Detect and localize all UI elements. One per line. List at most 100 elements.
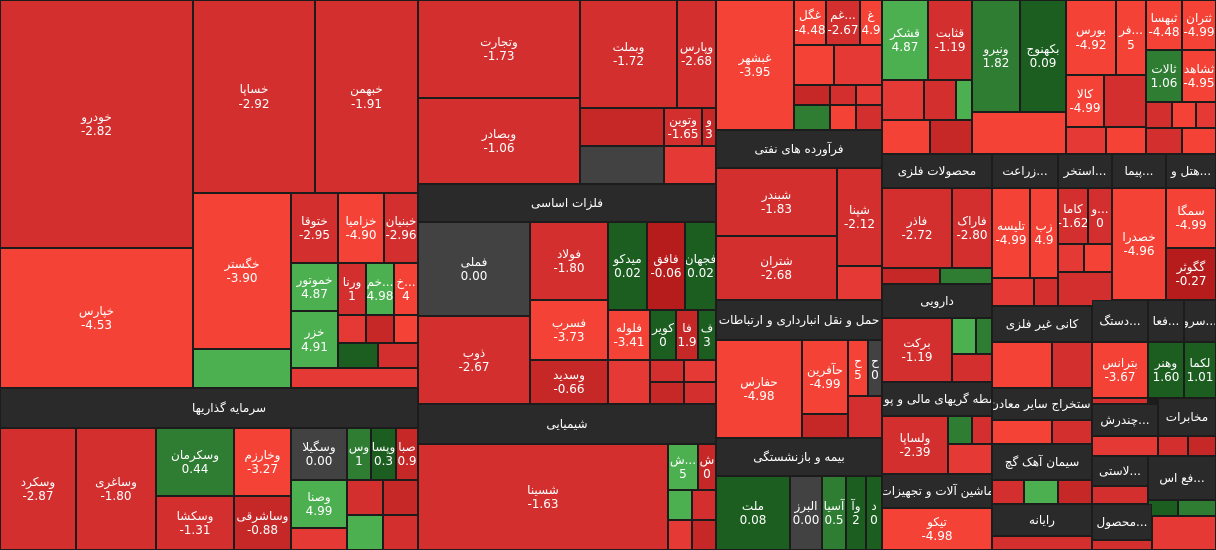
tile-ghshekar[interactable]: قشکر 4.87 (882, 0, 928, 80)
tile-shahed[interactable]: ثشاهد -4.95 (1182, 50, 1216, 102)
tile-small[interactable] (1092, 436, 1158, 456)
tile-small[interactable] (1148, 500, 1178, 516)
tile-vskord[interactable]: وسکرد -2.87 (0, 428, 76, 550)
tile-vtejarat[interactable]: وتجارت -1.73 (418, 0, 580, 98)
tile-mellat[interactable]: ملت 0.08 (716, 476, 790, 550)
tile-meedko[interactable]: میدکو 0.02 (608, 222, 647, 310)
tile-small[interactable] (940, 268, 992, 284)
tile-vahenr[interactable]: وهنر 1.60 (1148, 342, 1184, 398)
tile-small[interactable] (1172, 102, 1196, 128)
tile-vsalpa[interactable]: ولساپا -2.39 (882, 416, 948, 474)
tile-hamfarin[interactable]: حآفرین -4.99 (802, 340, 848, 414)
tile-small[interactable] (948, 416, 972, 444)
tile-bkahnouj[interactable]: بکهنوج 0.09 (1020, 0, 1066, 112)
tile-varna[interactable]: ورنا 1 (338, 263, 366, 315)
tile-khm[interactable]: خم... 4.98 (366, 263, 394, 315)
tile-small[interactable] (383, 480, 418, 515)
tile-small[interactable] (1058, 272, 1112, 306)
tile-small[interactable] (1058, 480, 1092, 504)
tile-small[interactable] (992, 278, 1034, 306)
tile-small[interactable] (1092, 398, 1148, 404)
tile-small[interactable] (1084, 244, 1112, 272)
tile-small[interactable] (383, 515, 418, 550)
tile-farak[interactable]: فاراک -2.80 (952, 188, 992, 268)
tile-small[interactable] (1052, 342, 1092, 388)
tile-khmotor[interactable]: خموتور 4.87 (291, 263, 338, 311)
tile-bours[interactable]: بورس -4.92 (1066, 0, 1116, 75)
tile-zab[interactable]: زب 4.9 (1030, 188, 1058, 278)
tile-vsaghari[interactable]: وساغری -1.80 (76, 428, 156, 550)
tile-small[interactable] (366, 315, 394, 343)
tile-talise[interactable]: تلیسه -4.99 (992, 188, 1030, 278)
tile-small[interactable] (291, 368, 418, 388)
tile-small[interactable] (1092, 486, 1148, 504)
tile-vsasharghi[interactable]: وساشرقی -0.88 (234, 496, 291, 550)
tile-v0[interactable]: و... 0 (1088, 188, 1112, 244)
tile-small[interactable] (650, 360, 684, 382)
tile-khbonyan[interactable]: خبنیان -2.96 (384, 193, 418, 263)
tile-small[interactable] (837, 266, 882, 300)
tile-ghbeshar[interactable]: غبشهر -3.95 (716, 0, 794, 130)
tile-small[interactable] (1066, 127, 1106, 154)
tile-salat[interactable]: ثالات 1.06 (1146, 50, 1182, 102)
tile-seran[interactable]: ثتران -4.99 (1182, 0, 1216, 50)
tile-sba[interactable]: صبا 0.9 (396, 428, 418, 480)
tile-asia[interactable]: آسیا 0.5 (822, 476, 846, 550)
tile-vkharzam[interactable]: وخارزم -3.27 (234, 428, 291, 496)
tile-semga[interactable]: سمگا -4.99 (1166, 188, 1216, 248)
tile-small[interactable] (834, 45, 882, 85)
tile-small[interactable] (1058, 244, 1084, 272)
tile-hafars[interactable]: حفارس -4.98 (716, 340, 802, 438)
tile-small[interactable] (882, 268, 940, 284)
tile-small[interactable] (608, 360, 650, 404)
tile-small[interactable] (856, 105, 882, 130)
tile-kala[interactable]: کالا -4.99 (1066, 75, 1104, 127)
tile-small[interactable] (1146, 102, 1172, 128)
tile-alborz[interactable]: البرز 0.00 (790, 476, 822, 550)
tile-khbahman[interactable]: خبهمن -1.91 (315, 0, 418, 193)
tile-small[interactable] (394, 315, 418, 343)
tile-zob[interactable]: ذوب -2.67 (418, 316, 530, 404)
tile-small[interactable] (976, 318, 992, 354)
tile-shsh[interactable]: ش... 5 (668, 444, 698, 490)
tile-vpars[interactable]: وپارس -2.68 (677, 0, 716, 108)
tile-small[interactable] (347, 480, 383, 515)
tile-small[interactable] (924, 80, 956, 120)
tile-khtoga[interactable]: ختوقا -2.95 (291, 193, 338, 263)
tile-small[interactable] (948, 444, 992, 474)
tile-neutral[interactable] (580, 146, 664, 184)
tile-vsadid[interactable]: وسدید -0.66 (530, 360, 608, 404)
tile-small[interactable] (580, 108, 664, 146)
tile-small[interactable] (992, 342, 1052, 388)
tile-fazar[interactable]: فاذر -2.72 (882, 188, 952, 268)
tile-vnirou[interactable]: ونیرو 1.82 (972, 0, 1020, 112)
tile-small[interactable] (992, 480, 1024, 504)
tile-vskerman[interactable]: وسکرمان 0.44 (156, 428, 234, 496)
tile-small[interactable] (1146, 128, 1182, 154)
tile-khzar[interactable]: خزر 4.91 (291, 311, 338, 368)
tile-tikko[interactable]: تیکو -4.98 (882, 508, 992, 550)
tile-small[interactable] (1092, 540, 1152, 550)
tile-small[interactable] (992, 536, 1092, 550)
tile-sheb[interactable]: شبندر -1.83 (716, 168, 837, 236)
tile-vbsader[interactable]: وبصادر -1.06 (418, 98, 580, 184)
tile-vsgila[interactable]: وسگیلا 0.00 (291, 428, 347, 480)
tile-small[interactable] (692, 490, 716, 520)
tile-small[interactable] (830, 105, 856, 130)
tile-small[interactable] (650, 382, 684, 404)
tile-gh-small[interactable]: غ 4.9 (860, 0, 882, 45)
tile-small[interactable] (668, 520, 692, 550)
tile-small[interactable] (1188, 436, 1216, 456)
tile-small[interactable] (856, 85, 882, 105)
tile-small[interactable] (930, 120, 972, 154)
tile-khesapa[interactable]: خساپا -2.92 (193, 0, 315, 193)
tile-khsadra[interactable]: خصدرا -4.96 (1112, 188, 1166, 300)
tile-tbahsa[interactable]: ثبهسا -4.48 (1146, 0, 1182, 50)
tile-gham[interactable]: غم... -2.67 (826, 0, 860, 45)
tile-vtoyan[interactable]: وتوین -1.65 (664, 108, 702, 146)
tile-small[interactable] (664, 146, 716, 184)
